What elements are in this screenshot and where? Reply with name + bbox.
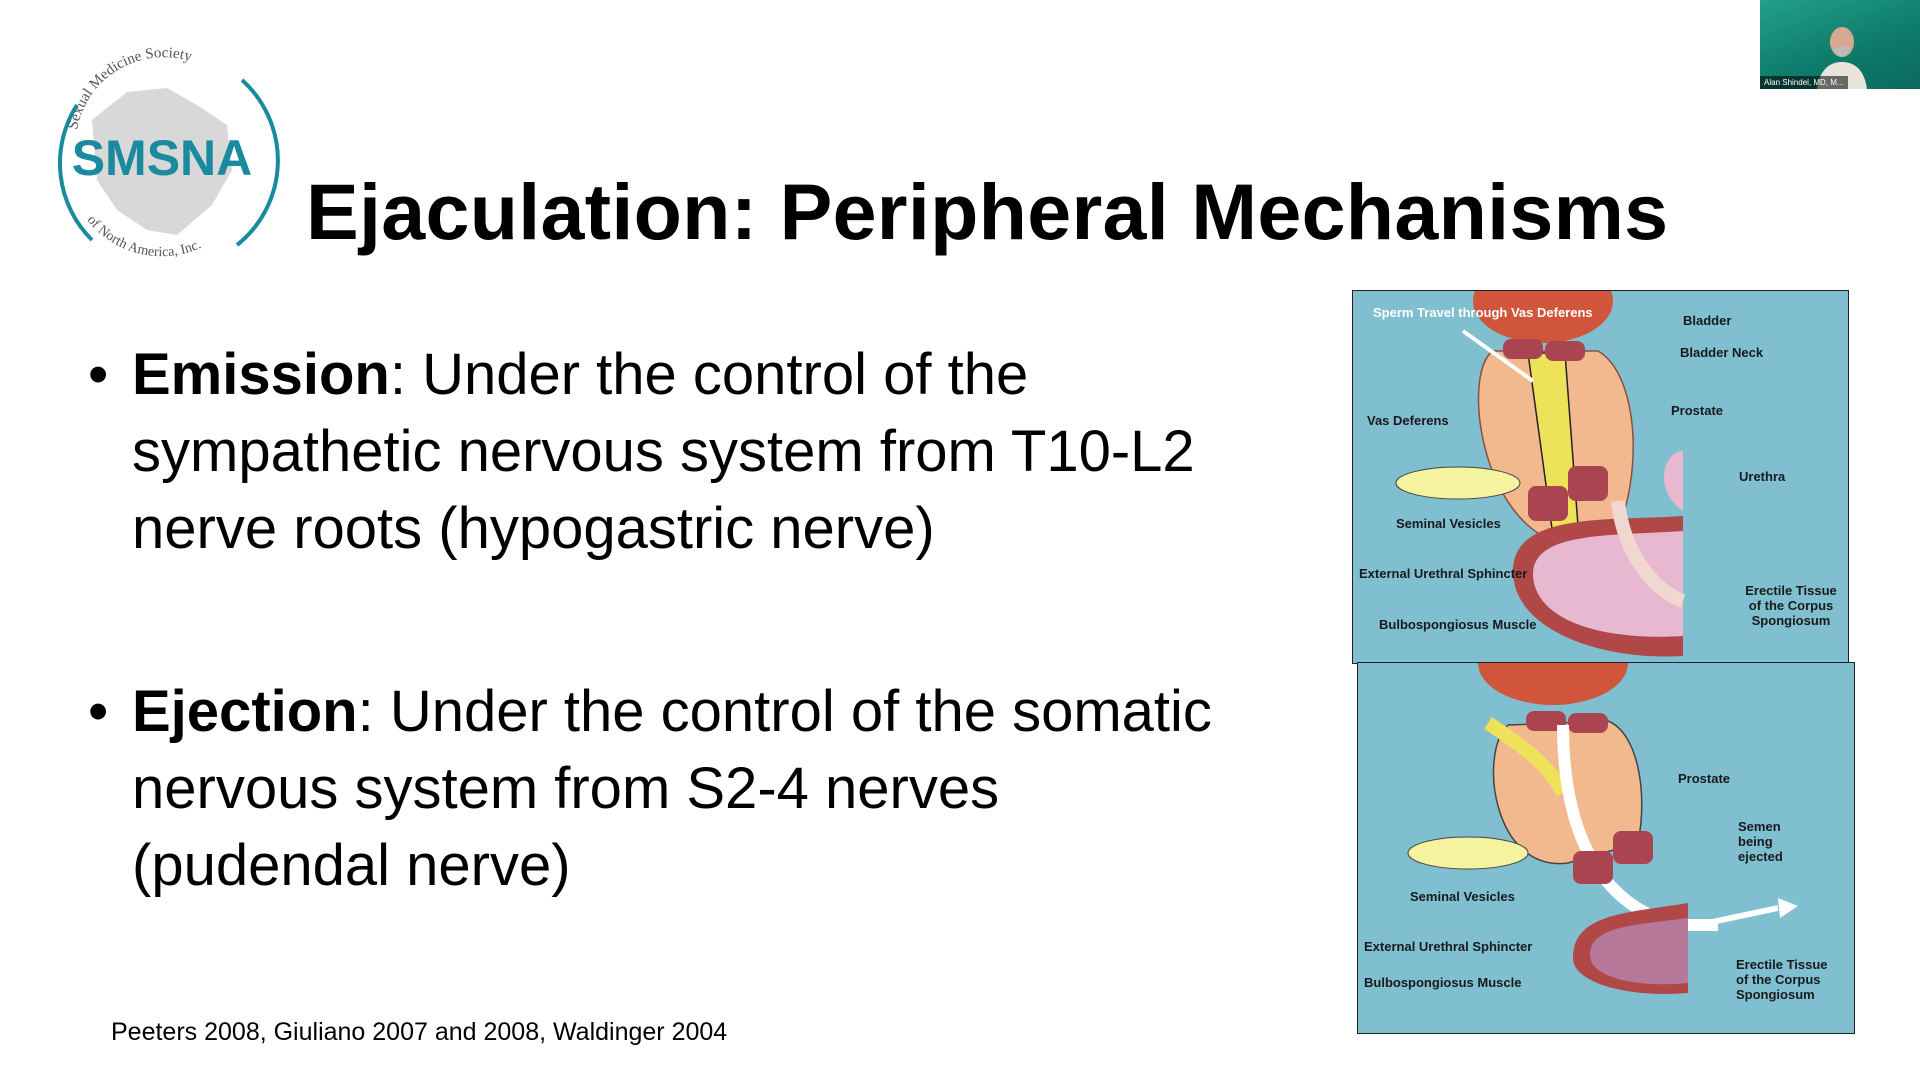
label-external-urethral-sphincter: External Urethral Sphincter: [1359, 566, 1528, 581]
smsna-logo: Sexual Medicine Society of North America…: [37, 30, 287, 282]
bullet-icon: •: [88, 679, 109, 744]
label-seminal-vesicles: Seminal Vesicles: [1396, 516, 1501, 531]
label-seminal-vesicles: Seminal Vesicles: [1410, 889, 1515, 904]
bullet-emission: • Emission: Under the control of the sym…: [88, 336, 1268, 567]
bullet-text: : Under the control of the somatic nervo…: [132, 679, 1212, 898]
slide-title: Ejaculation: Peripheral Mechanisms: [306, 167, 1669, 256]
label-bulbospongiosus: Bulbospongiosus Muscle: [1379, 617, 1537, 632]
participant-name: Alan Shindel, MD, M...: [1760, 76, 1848, 89]
label-bladder: Bladder: [1683, 313, 1732, 328]
label-vas-deferens: Vas Deferens: [1367, 413, 1449, 428]
bullet-ejection: • Ejection: Under the control of the som…: [88, 673, 1268, 904]
label-bulbospongiosus: Bulbospongiosus Muscle: [1364, 975, 1522, 990]
bullet-term: Ejection: [132, 679, 358, 744]
label-external-urethral-sphincter: External Urethral Sphincter: [1364, 939, 1533, 954]
webcam-thumbnail[interactable]: Alan Shindel, MD, M...: [1760, 0, 1920, 89]
label-semen-ejected: Semen being ejected: [1738, 819, 1783, 864]
bullet-text: : Under the control of the sympathetic n…: [132, 342, 1195, 561]
bullet-icon: •: [88, 342, 109, 407]
label-prostate: Prostate: [1671, 403, 1724, 418]
label-bladder-neck: Bladder Neck: [1680, 345, 1764, 360]
ejection-diagram: Prostate Semen being ejected Seminal Ves…: [1357, 662, 1855, 1034]
bullet-term: Emission: [132, 342, 390, 407]
logo-wordmark: SMSNA: [72, 130, 253, 186]
label-urethra: Urethra: [1739, 469, 1786, 484]
emission-diagram: Sperm Travel through Vas Deferens Bladde…: [1352, 290, 1849, 664]
label-erectile-tissue: Erectile Tissue of the Corpus Spongiosum: [1745, 583, 1837, 628]
citation: Peeters 2008, Giuliano 2007 and 2008, Wa…: [111, 1018, 728, 1046]
label-prostate: Prostate: [1678, 771, 1731, 786]
label-sperm-travel: Sperm Travel through Vas Deferens: [1373, 305, 1593, 320]
label-erectile-tissue: Erectile Tissue of the Corpus Spongiosum: [1736, 957, 1828, 1002]
